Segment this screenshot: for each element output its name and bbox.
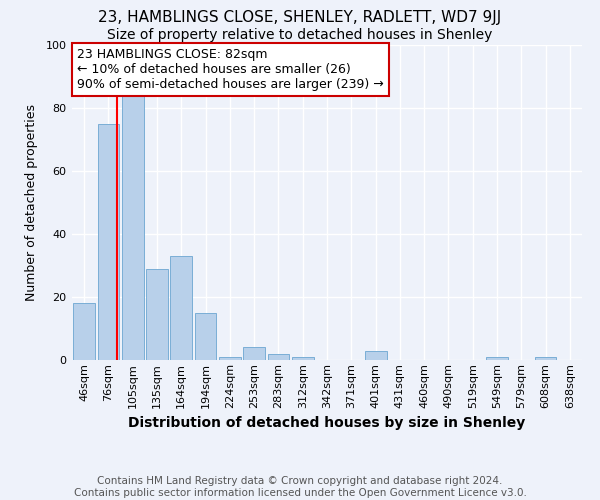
Bar [194, 313, 217, 360]
Bar [535, 357, 556, 360]
Bar [268, 354, 289, 360]
Bar [365, 350, 386, 360]
Y-axis label: Number of detached properties: Number of detached properties [25, 104, 38, 301]
Bar [292, 357, 314, 360]
Bar [486, 357, 508, 360]
Bar [97, 124, 119, 360]
Text: Size of property relative to detached houses in Shenley: Size of property relative to detached ho… [107, 28, 493, 42]
Bar [146, 268, 168, 360]
Text: 23, HAMBLINGS CLOSE, SHENLEY, RADLETT, WD7 9JJ: 23, HAMBLINGS CLOSE, SHENLEY, RADLETT, W… [98, 10, 502, 25]
Bar [219, 357, 241, 360]
Text: 23 HAMBLINGS CLOSE: 82sqm
← 10% of detached houses are smaller (26)
90% of semi-: 23 HAMBLINGS CLOSE: 82sqm ← 10% of detac… [77, 48, 384, 91]
Bar [122, 96, 143, 360]
Bar [243, 348, 265, 360]
Bar [73, 304, 95, 360]
X-axis label: Distribution of detached houses by size in Shenley: Distribution of detached houses by size … [128, 416, 526, 430]
Bar [170, 256, 192, 360]
Text: Contains HM Land Registry data © Crown copyright and database right 2024.
Contai: Contains HM Land Registry data © Crown c… [74, 476, 526, 498]
